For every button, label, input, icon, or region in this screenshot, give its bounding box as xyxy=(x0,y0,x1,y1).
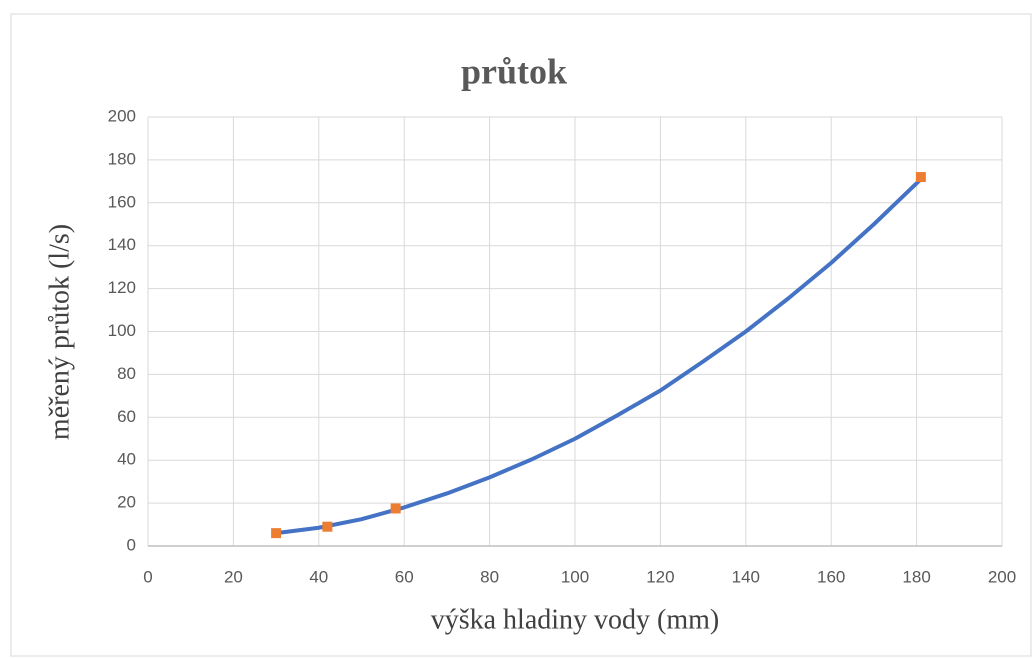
point xyxy=(390,503,401,514)
y-tick-label: 180 xyxy=(108,149,136,168)
point xyxy=(271,528,282,539)
chart-title: průtok xyxy=(461,51,567,91)
x-tick-label: 180 xyxy=(902,567,930,586)
y-axis-label: měřený průtok (l/s) xyxy=(44,224,75,440)
x-tick-label: 140 xyxy=(732,567,760,586)
x-tick-label: 200 xyxy=(988,567,1016,586)
y-tick-label: 0 xyxy=(127,535,136,554)
y-tick-label: 60 xyxy=(117,407,136,426)
y-tick-label: 120 xyxy=(108,278,136,297)
y-tick-label: 80 xyxy=(117,364,136,383)
x-tick-label: 80 xyxy=(480,567,499,586)
y-tick-label: 20 xyxy=(117,493,136,512)
x-tick-label: 20 xyxy=(224,567,243,586)
y-tick-label: 200 xyxy=(108,106,136,125)
x-tick-label: 160 xyxy=(817,567,845,586)
x-tick-label: 100 xyxy=(561,567,589,586)
chart-border xyxy=(10,13,1032,657)
x-tick-label: 120 xyxy=(646,567,674,586)
x-tick-label: 0 xyxy=(143,567,152,586)
point xyxy=(322,521,333,532)
x-axis-label: výška hladiny vody (mm) xyxy=(431,604,720,635)
fit-line xyxy=(274,177,923,536)
y-tick-label: 140 xyxy=(108,235,136,254)
y-tick-label: 100 xyxy=(108,321,136,340)
x-tick-label: 60 xyxy=(395,567,414,586)
point xyxy=(915,172,926,183)
y-tick-label: 40 xyxy=(117,450,136,469)
y-tick-label: 160 xyxy=(108,192,136,211)
x-tick-label: 40 xyxy=(309,567,328,586)
